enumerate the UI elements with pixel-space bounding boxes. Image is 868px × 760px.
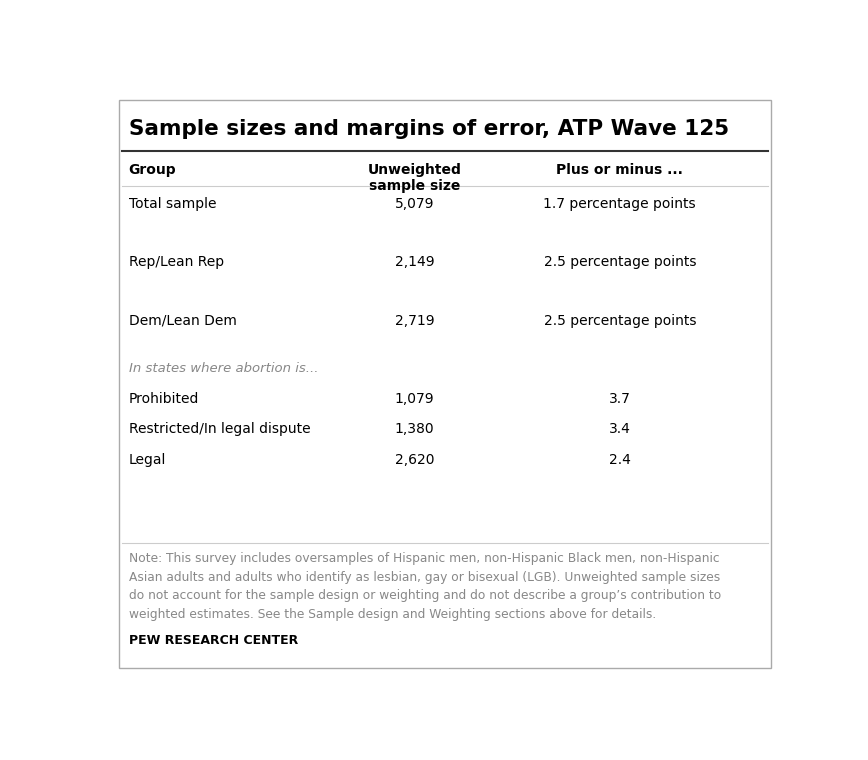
Text: 2.5 percentage points: 2.5 percentage points [543,255,696,269]
Text: 1,079: 1,079 [395,392,434,406]
Text: Legal: Legal [128,453,166,467]
Text: Unweighted
sample size: Unweighted sample size [368,163,462,193]
Text: 2,620: 2,620 [395,453,434,467]
Text: Sample sizes and margins of error, ATP Wave 125: Sample sizes and margins of error, ATP W… [128,119,729,139]
Text: Group: Group [128,163,176,176]
Text: Restricted/In legal dispute: Restricted/In legal dispute [128,423,310,436]
Text: 1.7 percentage points: 1.7 percentage points [543,197,696,211]
Text: 5,079: 5,079 [395,197,434,211]
Text: 1,380: 1,380 [395,423,434,436]
Text: Rep/Lean Rep: Rep/Lean Rep [128,255,224,269]
Text: Plus or minus ...: Plus or minus ... [556,163,683,176]
Text: Total sample: Total sample [128,197,216,211]
Text: Dem/Lean Dem: Dem/Lean Dem [128,314,237,328]
Text: Note: This survey includes oversamples of Hispanic men, non-Hispanic Black men, : Note: This survey includes oversamples o… [128,553,721,621]
Text: In states where abortion is...: In states where abortion is... [128,362,319,375]
Text: 2,719: 2,719 [395,314,434,328]
Text: Prohibited: Prohibited [128,392,199,406]
Text: 3.7: 3.7 [608,392,631,406]
Text: 3.4: 3.4 [608,423,631,436]
Text: 2,149: 2,149 [395,255,434,269]
Text: PEW RESEARCH CENTER: PEW RESEARCH CENTER [128,635,298,648]
Text: 2.5 percentage points: 2.5 percentage points [543,314,696,328]
Text: 2.4: 2.4 [608,453,631,467]
FancyBboxPatch shape [119,100,771,667]
